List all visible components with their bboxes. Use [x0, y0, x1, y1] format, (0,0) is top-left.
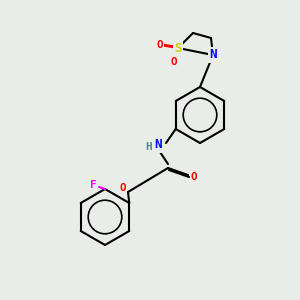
- Text: O: O: [171, 57, 177, 67]
- Text: S: S: [174, 41, 182, 55]
- Text: F: F: [90, 180, 96, 190]
- Text: O: O: [120, 183, 126, 193]
- Text: N: N: [154, 139, 162, 152]
- Text: N: N: [209, 49, 217, 62]
- Text: O: O: [157, 40, 164, 50]
- Text: H: H: [146, 142, 152, 152]
- Text: O: O: [190, 172, 197, 182]
